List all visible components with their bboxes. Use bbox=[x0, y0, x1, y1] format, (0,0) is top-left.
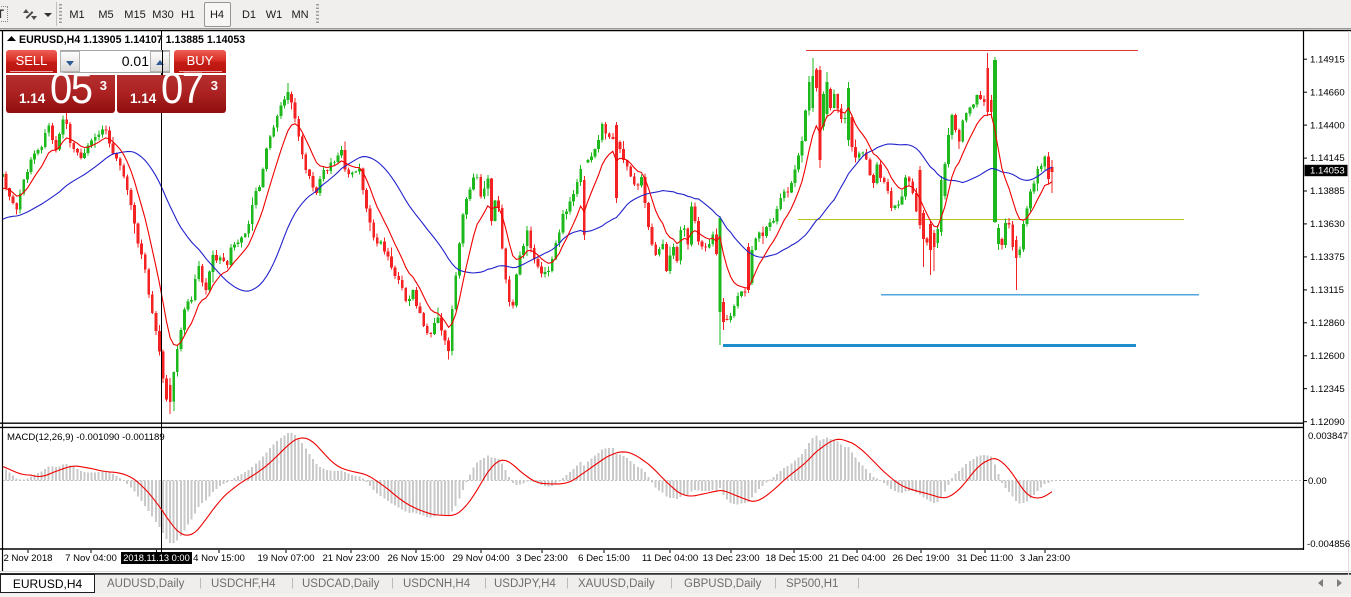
svg-text:2 Nov 2018: 2 Nov 2018 bbox=[3, 553, 52, 564]
svg-text:1.12090: 1.12090 bbox=[1310, 417, 1345, 428]
svg-text:29 Nov 04:00: 29 Nov 04:00 bbox=[452, 553, 509, 564]
svg-text:1.14145: 1.14145 bbox=[1310, 153, 1345, 164]
svg-text:21 Dec 04:00: 21 Dec 04:00 bbox=[828, 553, 885, 564]
svg-text:1.13115: 1.13115 bbox=[1310, 285, 1344, 296]
svg-text:13 Dec 23:00: 13 Dec 23:00 bbox=[702, 553, 759, 564]
svg-text:1.12345: 1.12345 bbox=[1310, 384, 1345, 395]
svg-text:19 Nov 07:00: 19 Nov 07:00 bbox=[257, 553, 314, 564]
svg-text:26 Dec 19:00: 26 Dec 19:00 bbox=[892, 553, 949, 564]
svg-text:1.14053: 1.14053 bbox=[1310, 166, 1345, 177]
svg-text:6 Dec 15:00: 6 Dec 15:00 bbox=[578, 553, 630, 564]
svg-text:3 Jan 23:00: 3 Jan 23:00 bbox=[1020, 553, 1070, 564]
svg-text:1.12600: 1.12600 bbox=[1310, 351, 1345, 362]
svg-text:1.14915: 1.14915 bbox=[1310, 54, 1345, 65]
svg-text:11 Dec 04:00: 11 Dec 04:00 bbox=[642, 553, 698, 564]
svg-text:21 Nov 23:00: 21 Nov 23:00 bbox=[322, 553, 379, 564]
svg-text:-0.004856: -0.004856 bbox=[1307, 539, 1350, 550]
svg-text:18 Dec 15:00: 18 Dec 15:00 bbox=[765, 553, 822, 564]
svg-text:1.13885: 1.13885 bbox=[1310, 186, 1345, 197]
svg-text:31 Dec 11:00: 31 Dec 11:00 bbox=[957, 553, 1013, 564]
svg-text:0.003847: 0.003847 bbox=[1308, 431, 1348, 442]
svg-text:MACD(12,26,9) -0.001090 -0.001: MACD(12,26,9) -0.001090 -0.001189 bbox=[7, 432, 165, 443]
svg-text:0.00: 0.00 bbox=[1308, 476, 1327, 487]
svg-text:1.13630: 1.13630 bbox=[1310, 219, 1345, 230]
svg-text:1.14400: 1.14400 bbox=[1310, 120, 1345, 131]
svg-text:1.12860: 1.12860 bbox=[1310, 318, 1345, 329]
svg-text:2018.11.13 0:00: 2018.11.13 0:00 bbox=[123, 553, 190, 563]
svg-text:3 Dec 23:00: 3 Dec 23:00 bbox=[516, 553, 568, 564]
svg-text:1.14660: 1.14660 bbox=[1310, 87, 1345, 98]
svg-text:4 Nov 15:00: 4 Nov 15:00 bbox=[193, 553, 245, 564]
svg-text:1.13375: 1.13375 bbox=[1310, 252, 1345, 263]
svg-text:7 Nov 04:00: 7 Nov 04:00 bbox=[65, 553, 117, 564]
svg-text:26 Nov 15:00: 26 Nov 15:00 bbox=[387, 553, 444, 564]
svg-text:EURUSD,H4 1.13905 1.14107 1.1: EURUSD,H4 1.13905 1.14107 1.13885 1.1405… bbox=[19, 34, 245, 46]
